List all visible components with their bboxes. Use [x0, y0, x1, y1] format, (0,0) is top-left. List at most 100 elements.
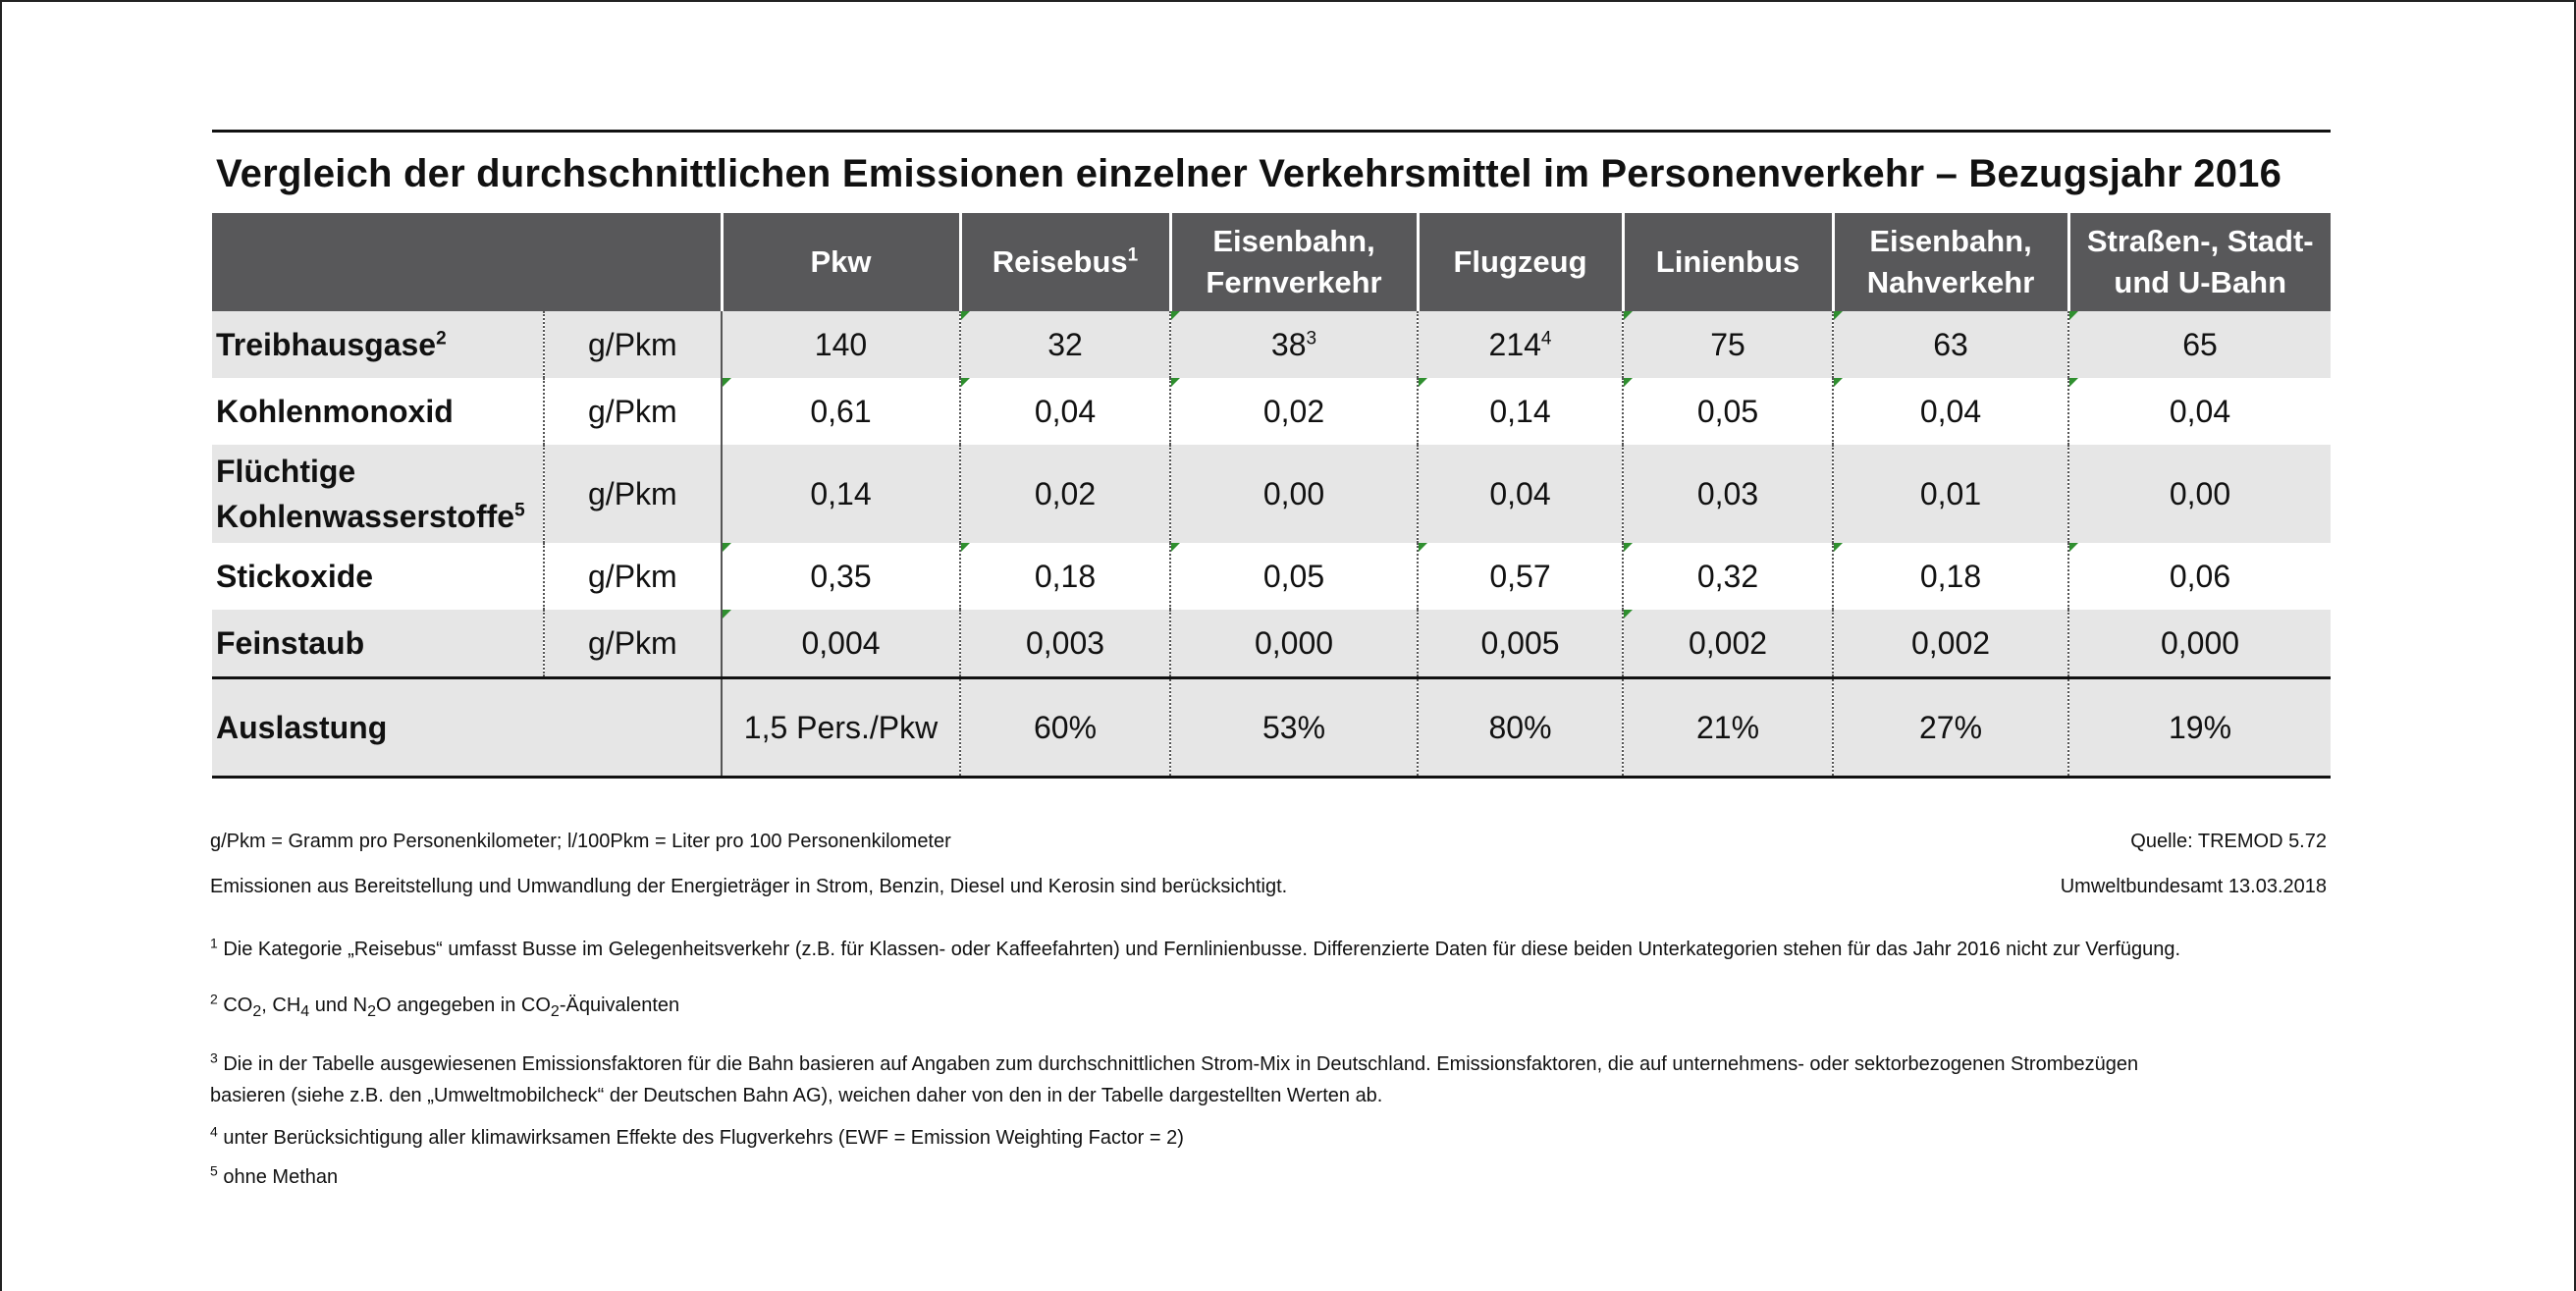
- cell-value: 32: [1047, 326, 1083, 362]
- header-linienbus: Linienbus: [1621, 213, 1833, 311]
- cell-pkw: 140: [721, 311, 960, 378]
- row-label-line1: Flüchtige: [216, 454, 356, 489]
- cell-reisebus: 60%: [959, 676, 1170, 779]
- cell-linienbus: 0,32: [1622, 543, 1833, 610]
- cell-strassenbahn: 0,04: [2067, 378, 2331, 445]
- cell-reisebus: 0,18: [959, 543, 1170, 610]
- footnote-marker: 5: [514, 500, 525, 521]
- table-row-treibhausgase: Treibhausgase2 g/Pkm 140 32 383 2144 75 …: [212, 311, 2331, 378]
- cell-linienbus: 0,03: [1622, 445, 1833, 543]
- row-unit: g/Pkm: [543, 610, 722, 678]
- cell-flugzeug: 80%: [1417, 676, 1623, 779]
- cell-eisenbahn-fern: 0,00: [1169, 445, 1418, 543]
- cell-linienbus: 0,05: [1622, 378, 1833, 445]
- footnote-text: O angegeben in CO: [376, 995, 551, 1016]
- row-label-text: Treibhausgase: [216, 327, 437, 362]
- emissions-table: Pkw Reisebus1 Eisenbahn, Fernverkehr Flug…: [212, 213, 2331, 779]
- cell-eisenbahn-fern: 383: [1169, 311, 1418, 378]
- cell-linienbus: 75: [1622, 311, 1833, 378]
- cell-flugzeug: 0,005: [1417, 610, 1623, 678]
- header-flugzeug: Flugzeug: [1416, 213, 1623, 311]
- cell-linienbus: 21%: [1622, 676, 1833, 779]
- cell-strassenbahn: 0,06: [2067, 543, 2331, 610]
- cell-eisenbahn-nah: 27%: [1832, 676, 2068, 779]
- title-rule: [212, 130, 2331, 133]
- subscript: 2: [550, 1003, 560, 1020]
- header-blank-unit: [544, 213, 722, 311]
- footnote-number: 1: [210, 935, 218, 951]
- note-units: g/Pkm = Gramm pro Personenkilometer; l/1…: [210, 831, 2360, 853]
- note-source: Quelle: TREMOD 5.72: [2130, 831, 2327, 852]
- cell-eisenbahn-fern: 0,05: [1169, 543, 1418, 610]
- cell-value: 63: [1933, 326, 1968, 362]
- cell-value: 140: [814, 326, 868, 362]
- header-reisebus: Reisebus1: [958, 213, 1170, 311]
- header-label-line1: Straßen-, Stadt-: [2086, 224, 2314, 258]
- note-date: Umweltbundesamt 13.03.2018: [2060, 876, 2327, 897]
- cell-eisenbahn-nah: 0,002: [1832, 610, 2068, 678]
- cell-value: 214: [1488, 326, 1541, 362]
- footnote-text-line2: basieren (siehe z.B. den „Umweltmobilche…: [210, 1085, 1383, 1106]
- cell-strassenbahn: 0,00: [2067, 445, 2331, 543]
- header-label-line2: und U-Bahn: [2114, 265, 2287, 299]
- footnote-1: 1 Die Kategorie „Reisebus“ umfasst Busse…: [210, 936, 2360, 961]
- row-label: Kohlenmonoxid: [216, 394, 454, 429]
- note-scope-text: Emissionen aus Bereitstellung und Umwand…: [210, 876, 1288, 897]
- note-units-text: g/Pkm = Gramm pro Personenkilometer; l/1…: [210, 831, 951, 852]
- cell-value: 75: [1710, 326, 1745, 362]
- footnote-text: unter Berücksichtigung aller klimawirksa…: [223, 1127, 1184, 1149]
- cell-reisebus: 0,04: [959, 378, 1170, 445]
- footnote-5: 5 ohne Methan: [210, 1163, 2360, 1189]
- header-label: Pkw: [810, 244, 872, 279]
- cell-value: 65: [2182, 326, 2218, 362]
- cell-flugzeug: 0,04: [1417, 445, 1623, 543]
- header-label-line1: Eisenbahn,: [1212, 224, 1375, 258]
- footnote-4: 4 unter Berücksichtigung aller klimawirk…: [210, 1124, 2360, 1150]
- cell-pkw: 0,004: [721, 610, 960, 678]
- footnote-text: ohne Methan: [223, 1166, 339, 1188]
- row-label: Stickoxide: [216, 559, 374, 594]
- subscript: 2: [367, 1003, 377, 1020]
- subscript: 2: [252, 1003, 262, 1020]
- row-label-line2: Kohlenwasserstoffe: [216, 499, 515, 534]
- cell-flugzeug: 0,14: [1417, 378, 1623, 445]
- row-unit: g/Pkm: [543, 445, 722, 543]
- cell-value: 38: [1270, 326, 1307, 362]
- frame-right-border: [2574, 0, 2576, 1291]
- footnote-number: 2: [210, 991, 218, 1007]
- footnote-text: Die Kategorie „Reisebus“ umfasst Busse i…: [223, 939, 2181, 960]
- table-header-row: Pkw Reisebus1 Eisenbahn, Fernverkehr Flug…: [212, 213, 2331, 311]
- footnote-marker: 3: [1306, 327, 1317, 349]
- header-label-line2: Fernverkehr: [1206, 265, 1382, 299]
- footnote-number: 5: [210, 1162, 218, 1179]
- row-unit: g/Pkm: [543, 311, 722, 378]
- cell-pkw: 0,14: [721, 445, 960, 543]
- header-label-line2: Nahverkehr: [1866, 265, 2035, 299]
- header-label: Reisebus: [992, 244, 1128, 279]
- header-strassen-stadt-u-bahn: Straßen-, Stadt-und U-Bahn: [2066, 213, 2331, 311]
- footnote-number: 3: [210, 1049, 218, 1066]
- cell-linienbus: 0,002: [1622, 610, 1833, 678]
- footnote-text: -Äquivalenten: [559, 995, 680, 1016]
- row-label: Auslastung: [212, 676, 722, 779]
- row-label: Feinstaub: [212, 610, 544, 678]
- cell-reisebus: 0,003: [959, 610, 1170, 678]
- frame-top-border: [0, 0, 2576, 2]
- row-label: Flüchtige Kohlenwasserstoffe5: [212, 445, 544, 543]
- row-unit: g/Pkm: [543, 378, 722, 445]
- header-blank-param: [212, 213, 544, 311]
- footnote-marker: 2: [436, 328, 447, 350]
- footnote-marker: 1: [1127, 244, 1139, 266]
- table-row-fluechtige-kohlenwasserstoffe: Flüchtige Kohlenwasserstoffe5 g/Pkm 0,14 …: [212, 445, 2331, 543]
- cell-strassenbahn: 19%: [2067, 676, 2331, 779]
- header-label-line1: Eisenbahn,: [1869, 224, 2032, 258]
- frame-left-border: [0, 0, 2, 1291]
- table-row-stickoxide: Stickoxide g/Pkm 0,35 0,18 0,05 0,57 0,3…: [212, 543, 2331, 610]
- cell-pkw: 1,5 Pers./Pkw: [721, 676, 960, 779]
- cell-pkw: 0,35: [721, 543, 960, 610]
- cell-pkw: 0,61: [721, 378, 960, 445]
- cell-strassenbahn: 0,000: [2067, 610, 2331, 678]
- cell-reisebus: 0,02: [959, 445, 1170, 543]
- cell-eisenbahn-fern: 0,02: [1169, 378, 1418, 445]
- cell-strassenbahn: 65: [2067, 311, 2331, 378]
